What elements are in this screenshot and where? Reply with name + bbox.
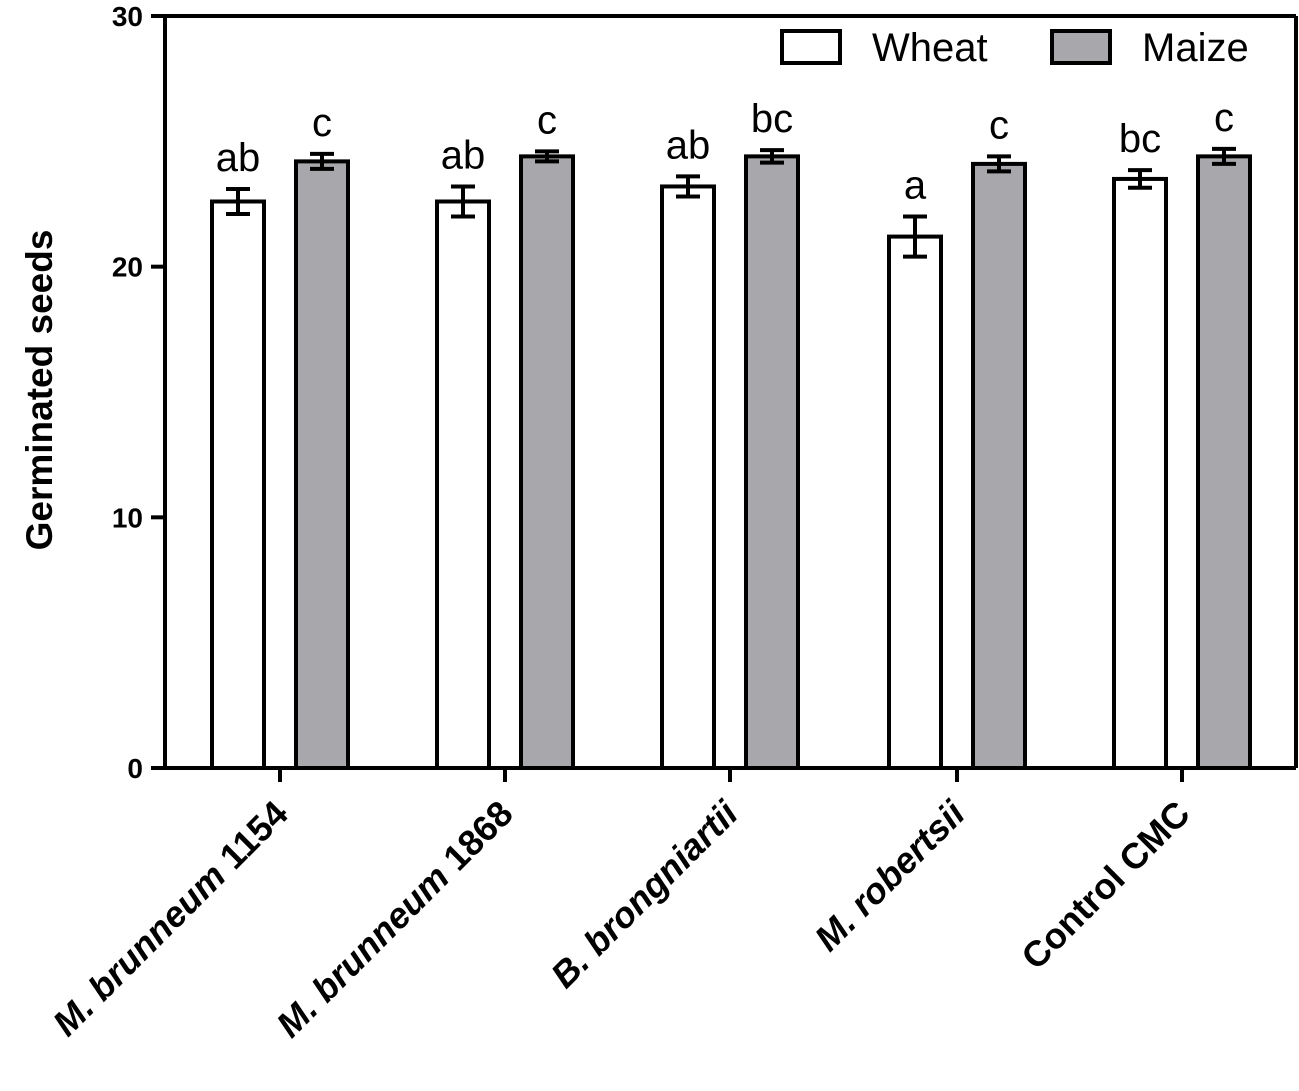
- significance-letter: ab: [216, 136, 261, 180]
- bar-maize: [1196, 154, 1252, 770]
- significance-letter: c: [537, 98, 557, 142]
- bar-maize: [971, 161, 1027, 771]
- x-category-label: M. robertsii: [806, 792, 973, 959]
- bar-wheat: [887, 234, 943, 770]
- bar-wheat: [660, 184, 716, 771]
- bar-wheat: [1112, 176, 1168, 770]
- significance-letter: ab: [666, 123, 711, 167]
- y-tick-label: 20: [112, 252, 143, 283]
- legend-label-wheat: Wheat: [872, 26, 988, 70]
- legend-label-maize: Maize: [1142, 26, 1249, 70]
- significance-letter: c: [1214, 96, 1234, 140]
- significance-letter: bc: [751, 97, 793, 141]
- x-category-label: M. brunneum 1154: [45, 793, 296, 1044]
- legend-swatch-wheat: [780, 29, 842, 65]
- significance-letter: bc: [1119, 117, 1161, 161]
- y-tick-label: 30: [112, 1, 143, 32]
- bar-wheat: [210, 199, 266, 770]
- y-tick-label: 10: [112, 502, 143, 533]
- legend-swatch-maize: [1050, 29, 1112, 65]
- significance-letter: a: [904, 164, 927, 208]
- bar-wheat: [435, 199, 491, 770]
- bar-maize: [519, 154, 575, 770]
- x-category-label: B. brongniartii: [543, 792, 747, 996]
- legend: Wheat Maize: [780, 26, 1249, 70]
- significance-letter: ab: [441, 133, 486, 177]
- x-category-label: M. brunneum 1868: [268, 793, 520, 1045]
- bar-maize: [294, 159, 350, 771]
- x-category-label: Control CMC: [1013, 793, 1198, 978]
- significance-letter: c: [989, 103, 1009, 147]
- significance-letter: c: [312, 101, 332, 145]
- bar-maize: [744, 154, 800, 770]
- bars: ab ab ab a bc c c bc c c: [210, 96, 1252, 771]
- y-axis-title: Germinated seeds: [19, 230, 60, 551]
- y-tick-label: 0: [127, 753, 143, 784]
